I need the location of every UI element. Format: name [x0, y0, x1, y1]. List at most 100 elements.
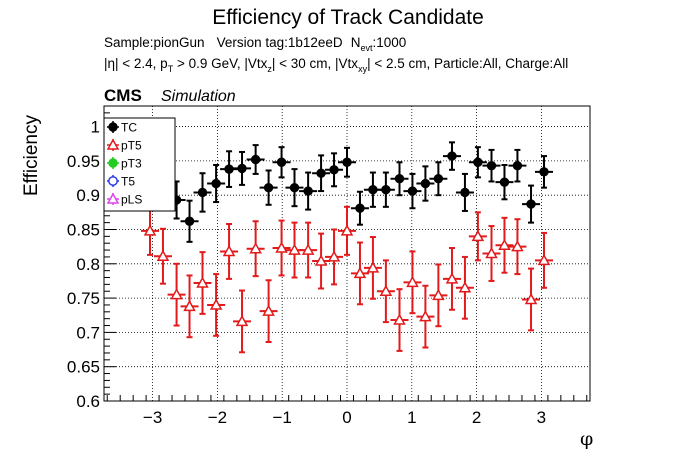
data-point: [275, 241, 288, 253]
data-point: [419, 310, 432, 322]
data-point: [289, 182, 300, 193]
data-point: [263, 182, 274, 193]
legend-box: [103, 117, 176, 212]
sample-label: Sample:pionGun: [104, 35, 205, 50]
cut-sub-3: xy: [358, 64, 368, 74]
y-tick-label: 0.9: [76, 186, 100, 205]
data-point: [473, 157, 483, 167]
legend-marker: [106, 192, 120, 204]
cut-part-3: | < 30 cm, |Vtx: [272, 56, 358, 71]
legend-marker: [108, 176, 118, 186]
legend-marker: [108, 158, 118, 168]
x-tick-label: 3: [537, 408, 546, 427]
chart-title: Efficiency of Track Candidate: [212, 6, 484, 29]
data-point: [366, 261, 380, 273]
data-point: [237, 163, 247, 174]
data-point: [511, 240, 524, 252]
legend-marker: [106, 138, 120, 150]
data-point: [420, 178, 431, 189]
data-point: [379, 284, 393, 296]
data-point: [250, 154, 261, 165]
data-point: [340, 224, 354, 236]
y-tick-label: 0.6: [76, 392, 100, 411]
data-point: [183, 299, 196, 312]
cut-part-4: | < 2.5 cm, Particle:All, Charge:All: [367, 56, 568, 71]
y-tick-label: 1: [91, 118, 100, 137]
y-tick-label: 0.7: [76, 323, 100, 342]
version-label: Version tag:1b12eeD: [217, 35, 343, 50]
data-point: [316, 168, 326, 178]
data-point: [355, 203, 365, 213]
nevt-value: :1000: [372, 35, 406, 50]
data-point: [249, 242, 262, 254]
cut-part-2: > 0.9 GeV, |Vtx: [173, 56, 267, 71]
data-point: [539, 167, 549, 177]
data-point: [276, 157, 287, 167]
data-point: [458, 281, 472, 293]
data-point: [224, 164, 234, 174]
nevt-label: N: [351, 35, 361, 50]
legend-label: pT3: [121, 157, 142, 171]
data-point: [143, 224, 157, 236]
y-tick-label: 0.8: [76, 255, 100, 274]
data-point: [394, 174, 405, 184]
data-point: [342, 157, 352, 167]
data-point: [381, 184, 391, 195]
data-point: [170, 288, 183, 300]
data-point: [209, 298, 223, 310]
x-tick-label: 0: [342, 408, 351, 427]
y-tick-label: 0.65: [67, 358, 100, 377]
data-point: [329, 165, 339, 175]
data-point: [407, 186, 418, 196]
data-point: [196, 276, 209, 288]
data-point: [393, 313, 406, 325]
data-point: [445, 272, 459, 284]
data-point: [288, 243, 301, 255]
info-line-2: |η| < 2.4, pT > 0.9 GeV, |Vtxz| < 30 cm,…: [104, 56, 568, 74]
legend-label: TC: [121, 121, 137, 135]
data-point: [537, 253, 551, 266]
data-point: [303, 186, 313, 196]
data-point: [485, 246, 498, 259]
x-tick-label: 1: [407, 408, 416, 427]
data-point: [353, 266, 367, 279]
data-point: [524, 292, 538, 305]
legend-label: pLS: [121, 193, 142, 207]
data-point: [471, 229, 485, 242]
data-point: [314, 254, 328, 266]
data-point: [498, 238, 511, 251]
x-tick-label: −2: [208, 408, 227, 427]
data-point: [486, 160, 497, 171]
data-point: [526, 199, 536, 209]
cms-label: CMS: [104, 86, 142, 105]
y-axis-label: Efficiency: [21, 115, 42, 196]
y-tick-label: 0.95: [67, 152, 100, 171]
data-point: [432, 288, 445, 301]
cut-part-1: |η| < 2.4, p: [104, 56, 168, 71]
data-point: [433, 174, 444, 184]
data-point: [235, 314, 249, 327]
nevt-subscript: evt: [360, 43, 373, 53]
y-tick-label: 0.85: [67, 220, 100, 239]
legend-marker: [108, 122, 118, 132]
legend: TC pT5 pT3 T5 pLS: [103, 117, 176, 212]
data-point: [222, 244, 236, 257]
data-point: [197, 187, 208, 198]
x-tick-label: −3: [143, 408, 162, 427]
data-point: [211, 178, 221, 189]
series-pT5: [141, 205, 553, 354]
data-point: [447, 151, 457, 161]
cut-sub-2: z: [267, 64, 272, 74]
x-axis-label: φ: [580, 428, 593, 450]
legend-label: pT5: [121, 139, 142, 153]
data-point: [156, 249, 170, 261]
data-point: [262, 304, 275, 316]
simulation-label: Simulation: [161, 88, 236, 105]
data-point: [406, 275, 419, 288]
data-point: [512, 160, 523, 171]
cut-sub-1: T: [168, 64, 174, 74]
plot-frame: [103, 105, 591, 402]
data-point: [301, 243, 315, 255]
data-point: [184, 216, 195, 226]
